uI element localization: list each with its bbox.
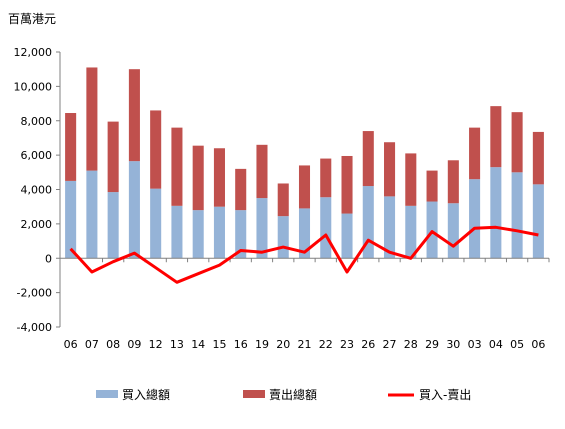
x-tick-label: 20 (276, 338, 290, 351)
bar-buy-total (86, 170, 98, 259)
bar-sell-total (298, 165, 311, 209)
bar-sell-total (235, 168, 247, 211)
bar-sell-total (532, 131, 544, 185)
y-tick-label: 8,000 (21, 115, 53, 128)
x-tick-label: 09 (127, 338, 141, 351)
bar-buy-total (235, 210, 247, 259)
bar-sell-total (65, 113, 77, 181)
legend-net-label: 買入-賣出 (419, 387, 471, 402)
x-tick-label: 07 (85, 338, 99, 351)
bar-buy-total (426, 201, 438, 259)
x-tick-label: 29 (425, 338, 439, 351)
bar-buy-total (277, 216, 289, 259)
bar-sell-total (447, 160, 459, 204)
bar-sell-total (86, 67, 98, 171)
y-tick-label: 0 (45, 252, 52, 265)
bar-buy-total (171, 205, 183, 259)
x-tick-label: 26 (361, 338, 375, 351)
y-tick-label: 2,000 (21, 218, 53, 231)
bar-sell-total (128, 69, 140, 162)
bar-sell-total (320, 158, 332, 198)
bar-sell-total (277, 183, 289, 217)
x-tick-label: 06 (64, 338, 78, 351)
bar-buy-total (447, 203, 459, 259)
bar-sell-total (490, 106, 502, 168)
bar-sell-total (256, 144, 268, 199)
legend-sell-label: 賣出總額 (269, 387, 317, 402)
x-tick-label: 30 (446, 338, 460, 351)
bar-buy-total (490, 167, 502, 259)
bar-sell-total (384, 142, 396, 197)
y-tick-label: 12,000 (14, 46, 53, 59)
bar-buy-total (150, 188, 162, 259)
bar-sell-total (171, 127, 183, 206)
y-tick-label: 6,000 (21, 149, 53, 162)
bar-buy-total (362, 186, 374, 259)
bar-buy-total (256, 198, 268, 259)
bar-sell-total (341, 155, 353, 214)
x-tick-label: 23 (340, 338, 354, 351)
bar-sell-total (426, 170, 438, 202)
bar-buy-total (192, 210, 204, 259)
bar-sell-total (405, 153, 417, 206)
legend-buy-label: 買入總額 (122, 387, 170, 402)
x-tick-label: 22 (319, 338, 333, 351)
x-tick-label: 21 (298, 338, 312, 351)
net-buy-sell-line (69, 225, 539, 284)
bar-buy-total (532, 184, 544, 259)
bar-buy-total (107, 192, 119, 259)
x-tick-label: 15 (212, 338, 226, 351)
y-tick-label: 4,000 (21, 184, 53, 197)
bar-buy-total (469, 179, 481, 259)
bar-sell-total (213, 148, 225, 207)
x-tick-label: 14 (191, 338, 205, 351)
x-tick-label: 05 (510, 338, 524, 351)
legend-buy-swatch (96, 390, 118, 398)
bar-buy-total (320, 197, 332, 259)
x-tick-label: 13 (170, 338, 184, 351)
bar-sell-total (362, 131, 374, 187)
x-tick-label: 28 (404, 338, 418, 351)
x-tick-label: 06 (531, 338, 545, 351)
bar-buy-total (384, 196, 396, 259)
bar-buy-total (405, 205, 417, 259)
x-tick-label: 03 (468, 338, 482, 351)
bar-buy-total (511, 172, 523, 259)
bar-sell-total (511, 112, 523, 173)
y-tick-label: 10,000 (14, 80, 53, 93)
bar-sell-total (469, 127, 481, 180)
bar-buy-total (341, 213, 353, 259)
x-tick-label: 19 (255, 338, 269, 351)
x-tick-label: 16 (234, 338, 248, 351)
bar-sell-total (150, 110, 162, 189)
bar-buy-total (298, 208, 311, 259)
bar-buy-total (65, 180, 77, 259)
x-tick-label: 27 (383, 338, 397, 351)
bar-buy-total (213, 206, 225, 259)
y-tick-label: -2,000 (17, 287, 52, 300)
x-tick-label: 08 (106, 338, 120, 351)
bar-sell-total (107, 121, 119, 193)
x-tick-label: 04 (489, 338, 503, 351)
bar-sell-total (192, 145, 204, 211)
legend-sell-swatch (243, 390, 265, 398)
y-tick-label: -4,000 (17, 321, 52, 334)
y-axis-unit-label: 百萬港元 (8, 12, 56, 26)
x-tick-label: 12 (149, 338, 163, 351)
bar-buy-total (128, 161, 140, 259)
